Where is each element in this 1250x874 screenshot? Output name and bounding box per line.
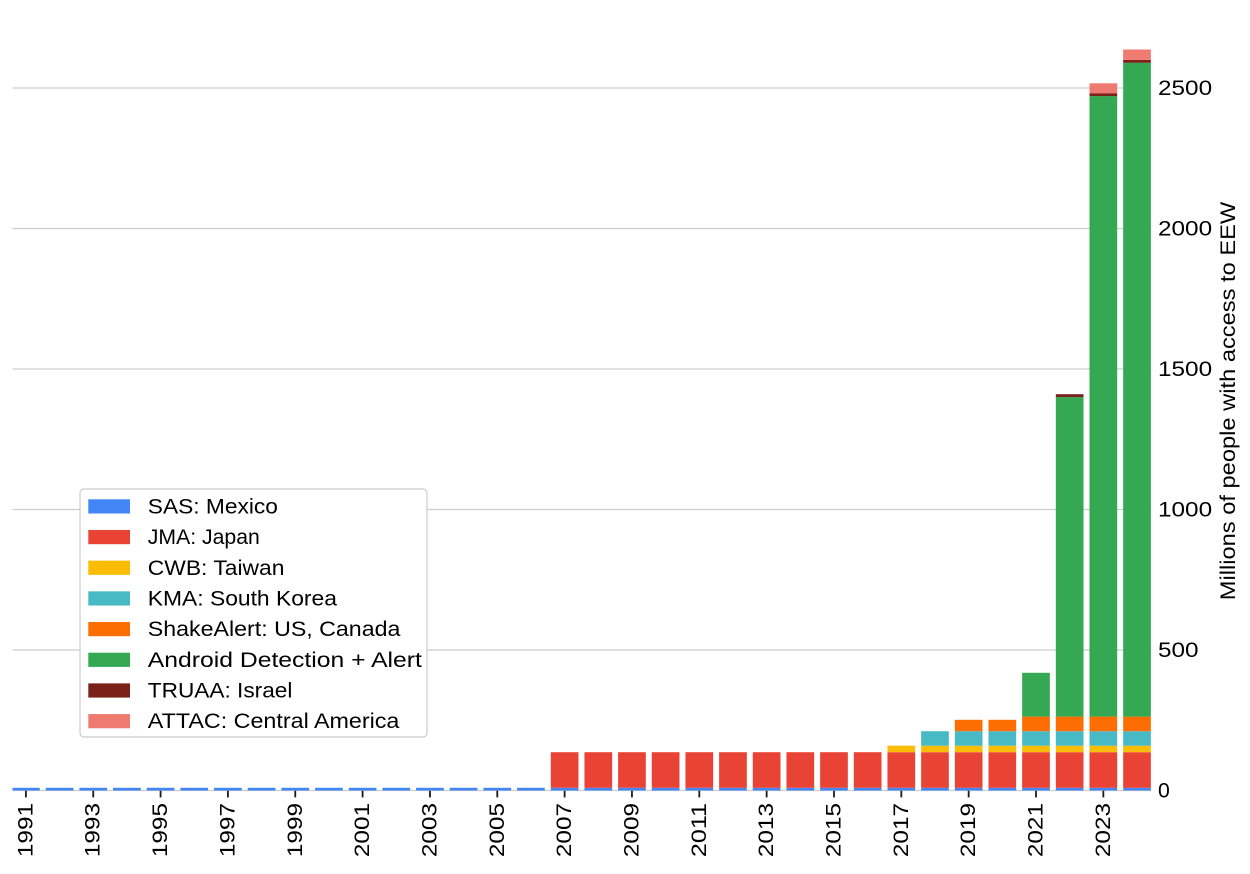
svg-text:2003: 2003 bbox=[417, 803, 441, 857]
svg-text:1500: 1500 bbox=[1158, 357, 1212, 381]
svg-text:2009: 2009 bbox=[619, 803, 643, 857]
svg-text:Millions of people with access: Millions of people with access to EEW bbox=[1216, 202, 1240, 601]
svg-text:1995: 1995 bbox=[148, 803, 172, 857]
svg-text:1993: 1993 bbox=[81, 803, 105, 857]
svg-text:KMA: South Korea: KMA: South Korea bbox=[148, 586, 337, 610]
svg-text:ShakeAlert: US, Canada: ShakeAlert: US, Canada bbox=[148, 617, 401, 641]
svg-text:2019: 2019 bbox=[956, 803, 980, 857]
svg-text:Android Detection + Alert: Android Detection + Alert bbox=[148, 648, 422, 672]
svg-text:ATTAC: Central America: ATTAC: Central America bbox=[148, 709, 400, 733]
svg-text:TRUAA: Israel: TRUAA: Israel bbox=[148, 678, 293, 702]
svg-text:1000: 1000 bbox=[1158, 498, 1212, 522]
svg-text:2017: 2017 bbox=[889, 803, 913, 857]
svg-text:2007: 2007 bbox=[552, 803, 576, 857]
svg-text:500: 500 bbox=[1158, 638, 1199, 662]
svg-text:2001: 2001 bbox=[350, 803, 374, 857]
svg-text:1991: 1991 bbox=[13, 803, 37, 857]
svg-text:1999: 1999 bbox=[283, 803, 307, 857]
svg-text:2021: 2021 bbox=[1024, 803, 1048, 857]
svg-text:1997: 1997 bbox=[215, 803, 239, 857]
svg-text:CWB: Taiwan: CWB: Taiwan bbox=[148, 556, 285, 580]
svg-text:2015: 2015 bbox=[821, 803, 845, 857]
svg-text:2005: 2005 bbox=[485, 803, 509, 857]
svg-text:2011: 2011 bbox=[687, 803, 711, 857]
svg-text:2500: 2500 bbox=[1158, 76, 1212, 100]
svg-text:2013: 2013 bbox=[754, 803, 778, 857]
svg-text:JMA: Japan: JMA: Japan bbox=[148, 525, 260, 549]
svg-text:2023: 2023 bbox=[1091, 803, 1115, 857]
svg-text:2000: 2000 bbox=[1158, 217, 1212, 241]
svg-text:0: 0 bbox=[1158, 779, 1170, 803]
svg-text:SAS: Mexico: SAS: Mexico bbox=[148, 494, 278, 518]
